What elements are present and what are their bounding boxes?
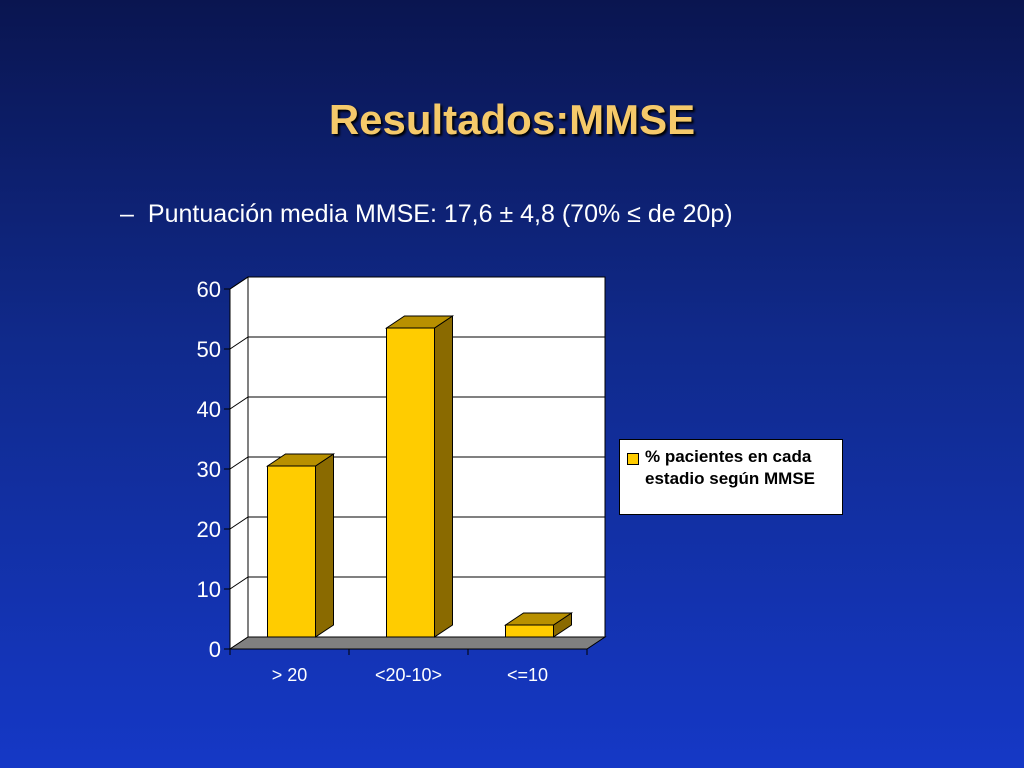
legend-swatch <box>627 453 639 465</box>
y-tick-label: 40 <box>197 397 221 422</box>
gridline <box>229 276 605 290</box>
x-tick-label: > 20 <box>272 665 308 685</box>
gridlines <box>229 276 605 590</box>
bar-side <box>434 315 453 638</box>
bar <box>386 327 435 638</box>
bullet-point: – Puntuación media MMSE: 17,6 ± 4,8 (70% … <box>120 200 733 229</box>
bullet-dash: – <box>120 200 134 228</box>
x-tick-label: <20-10> <box>375 665 442 685</box>
y-tick-label: 30 <box>197 457 221 482</box>
y-tick-label: 50 <box>197 337 221 362</box>
y-axis-ticks: 0 10 20 30 40 50 60 <box>197 277 230 662</box>
bullet-text: Puntuación media MMSE: 17,6 ± 4,8 (70% ≤… <box>147 200 733 228</box>
chart-floor <box>228 636 607 650</box>
bar-side <box>315 453 334 638</box>
gridline <box>229 396 605 410</box>
gridline <box>229 516 605 530</box>
bar <box>505 624 554 638</box>
gridline <box>229 336 605 350</box>
y-tick-label: 60 <box>197 277 221 302</box>
gridline <box>229 576 605 590</box>
y-tick-label: 20 <box>197 517 221 542</box>
bar <box>267 465 316 638</box>
gridline <box>229 456 605 470</box>
bars <box>265 315 574 638</box>
y-tick-label: 0 <box>209 637 221 662</box>
slide-title: Resultados:MMSE <box>328 96 696 143</box>
x-axis-ticks: > 20 <20-10> <=10 <box>229 649 588 685</box>
legend: % pacientes en cada estadio según MMSE <box>619 439 843 515</box>
legend-label: % pacientes en cada estadio según MMSE <box>645 447 816 488</box>
y-tick-label: 10 <box>197 577 221 602</box>
x-tick-label: <=10 <box>507 665 548 685</box>
